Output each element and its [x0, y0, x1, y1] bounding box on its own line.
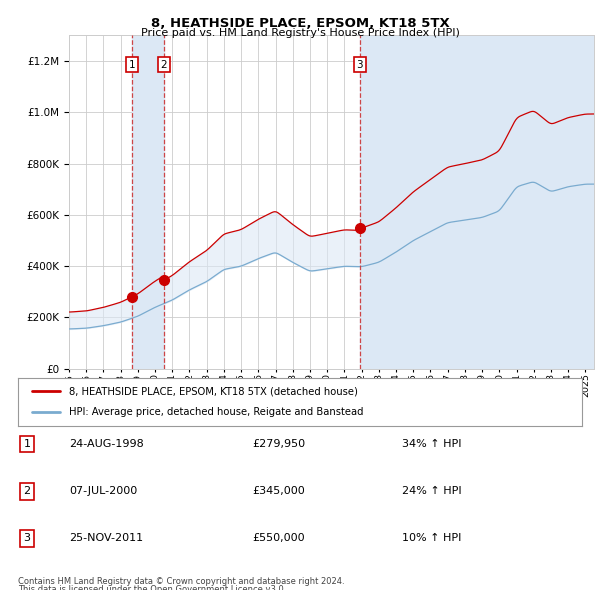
Text: 24% ↑ HPI: 24% ↑ HPI — [402, 486, 461, 496]
Text: 8, HEATHSIDE PLACE, EPSOM, KT18 5TX: 8, HEATHSIDE PLACE, EPSOM, KT18 5TX — [151, 17, 449, 30]
Text: £279,950: £279,950 — [252, 439, 305, 449]
Text: 1: 1 — [23, 439, 31, 449]
Text: 10% ↑ HPI: 10% ↑ HPI — [402, 533, 461, 543]
Text: £550,000: £550,000 — [252, 533, 305, 543]
Text: 34% ↑ HPI: 34% ↑ HPI — [402, 439, 461, 449]
Text: HPI: Average price, detached house, Reigate and Banstead: HPI: Average price, detached house, Reig… — [69, 408, 363, 418]
Text: This data is licensed under the Open Government Licence v3.0.: This data is licensed under the Open Gov… — [18, 585, 286, 590]
Text: Contains HM Land Registry data © Crown copyright and database right 2024.: Contains HM Land Registry data © Crown c… — [18, 577, 344, 586]
Text: 1: 1 — [128, 60, 135, 70]
Text: 8, HEATHSIDE PLACE, EPSOM, KT18 5TX (detached house): 8, HEATHSIDE PLACE, EPSOM, KT18 5TX (det… — [69, 386, 358, 396]
Text: £345,000: £345,000 — [252, 486, 305, 496]
Text: 3: 3 — [23, 533, 31, 543]
Text: Price paid vs. HM Land Registry's House Price Index (HPI): Price paid vs. HM Land Registry's House … — [140, 28, 460, 38]
Text: 07-JUL-2000: 07-JUL-2000 — [69, 486, 137, 496]
Text: 2: 2 — [161, 60, 167, 70]
Text: 3: 3 — [356, 60, 363, 70]
Text: 24-AUG-1998: 24-AUG-1998 — [69, 439, 144, 449]
Text: 25-NOV-2011: 25-NOV-2011 — [69, 533, 143, 543]
Text: 2: 2 — [23, 486, 31, 496]
Bar — [360, 35, 594, 369]
Bar — [131, 35, 164, 369]
